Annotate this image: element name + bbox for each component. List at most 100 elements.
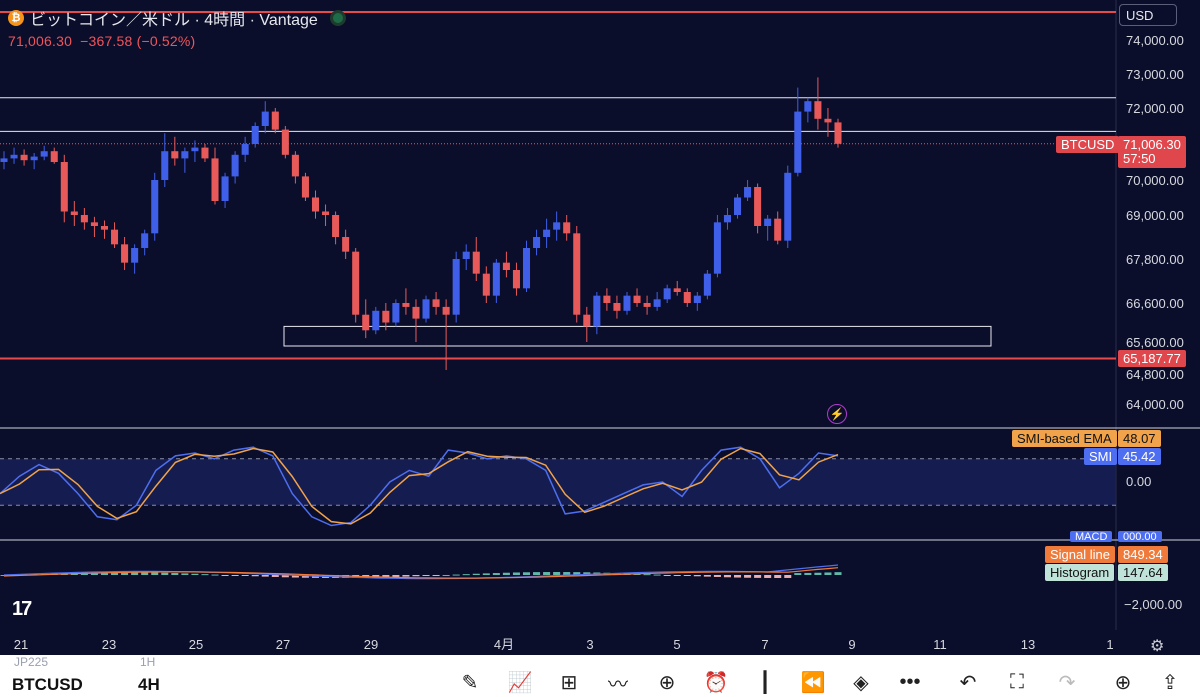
candle-body bbox=[492, 262, 500, 296]
currency-selector[interactable]: USD bbox=[1119, 4, 1177, 26]
undo-icon[interactable]: ↶ bbox=[959, 671, 977, 694]
market-status-icon[interactable] bbox=[329, 10, 346, 26]
candle-body bbox=[563, 222, 571, 234]
candle-body bbox=[613, 303, 621, 311]
candle-body bbox=[151, 180, 159, 234]
histogram-bar bbox=[824, 572, 832, 575]
histogram-bar bbox=[100, 572, 108, 575]
time-tick-label: 25 bbox=[189, 637, 203, 652]
layers-icon[interactable]: ◈ bbox=[853, 671, 869, 694]
time-tick-label: 11 bbox=[933, 637, 947, 652]
redo-icon[interactable]: ↷ bbox=[1058, 671, 1076, 694]
candle-body bbox=[80, 215, 88, 223]
histogram-bar bbox=[221, 575, 229, 576]
timeframe-button[interactable]: 4H bbox=[138, 675, 160, 694]
candle-type-icon[interactable]: ┃ bbox=[758, 671, 772, 694]
candle-body bbox=[804, 101, 812, 112]
histogram-bar bbox=[643, 574, 651, 576]
histogram-bar bbox=[784, 575, 792, 578]
candle-body bbox=[512, 270, 520, 289]
share-icon[interactable]: ⇪ bbox=[1161, 671, 1179, 694]
candle-body bbox=[452, 259, 460, 315]
histogram-bar bbox=[291, 575, 299, 578]
histogram-bar bbox=[131, 572, 139, 575]
histogram-bar bbox=[121, 572, 129, 575]
price-tick-label: 70,000.00 bbox=[1126, 173, 1184, 188]
time-tick-label: 29 bbox=[364, 637, 378, 652]
histogram-bar bbox=[271, 575, 279, 577]
compare-icon[interactable]: 〰 bbox=[608, 673, 628, 696]
histogram-bar bbox=[412, 575, 420, 577]
histogram-bar bbox=[281, 575, 289, 578]
candle-body bbox=[181, 151, 189, 159]
time-tick-label: 13 bbox=[1021, 637, 1035, 652]
histogram-bar bbox=[703, 575, 711, 577]
candle-body bbox=[522, 248, 531, 289]
candle-body bbox=[50, 151, 58, 162]
symbol-button[interactable]: BTCUSD bbox=[12, 675, 83, 694]
chart-title[interactable]: ビットコイン／米ドル · 4時間 · Vantage bbox=[30, 12, 318, 29]
price-tick-label: 64,000.00 bbox=[1126, 397, 1184, 412]
histogram-bar bbox=[422, 575, 430, 576]
more-dots-icon[interactable]: ••• bbox=[899, 670, 921, 693]
candle-body bbox=[754, 187, 762, 226]
fullscreen-icon[interactable]: ⛶ bbox=[1010, 670, 1024, 693]
lightning-icon[interactable]: ⚡ bbox=[827, 404, 847, 424]
histogram-bar bbox=[522, 572, 531, 575]
histogram-bar bbox=[382, 575, 390, 578]
candle-countdown: 57:50 bbox=[1123, 151, 1156, 166]
support-box bbox=[283, 325, 992, 347]
macd-pane bbox=[0, 564, 842, 580]
candle-body bbox=[261, 111, 269, 126]
candle-body bbox=[502, 262, 510, 270]
candle-body bbox=[70, 211, 78, 215]
indicators-icon[interactable]: 📈 bbox=[507, 671, 533, 694]
histogram-bar bbox=[261, 575, 269, 577]
price-axis[interactable]: 74,000.00 73,000.00 72,000.00 70,000.00 69,0… bbox=[1126, 33, 1184, 412]
level-lines bbox=[0, 11, 1116, 360]
candle-body bbox=[834, 122, 842, 144]
histogram-bar bbox=[151, 572, 159, 575]
chart-header[interactable]: ₿ ビットコイン／米ドル · 4時間 · Vantage bbox=[8, 6, 346, 30]
candle-body bbox=[342, 237, 350, 252]
add-plus-icon[interactable]: ⊕ bbox=[658, 671, 676, 694]
candle-body bbox=[231, 154, 239, 177]
candles bbox=[0, 77, 842, 370]
candle-body bbox=[673, 288, 681, 292]
signal-line bbox=[3, 567, 839, 579]
candle-body bbox=[221, 176, 229, 201]
price-tick-label: 69,000.00 bbox=[1126, 208, 1184, 223]
histogram-bar bbox=[744, 575, 752, 578]
settings-gear-icon[interactable]: ⚙ bbox=[1150, 638, 1165, 655]
histogram-bar bbox=[191, 573, 199, 575]
candle-body bbox=[362, 314, 370, 331]
quote-line: 71,006.30 −367.58 (−0.52%) bbox=[8, 33, 203, 49]
candle-body bbox=[211, 158, 219, 201]
layout-grid-icon[interactable]: ⊞ bbox=[560, 671, 578, 694]
candle-body bbox=[764, 218, 772, 226]
candle-body bbox=[0, 158, 8, 162]
candle-body bbox=[603, 295, 611, 303]
time-tick-label: 4月 bbox=[494, 637, 514, 652]
histogram-bar bbox=[161, 572, 169, 575]
time-axis[interactable]: 21 23 25 27 29 4月 3 5 7 9 11 13 1 bbox=[14, 637, 1114, 652]
last-price: 71,006.30 bbox=[8, 33, 73, 49]
candle-body bbox=[543, 229, 551, 237]
candle-body bbox=[311, 197, 320, 212]
alarm-icon[interactable]: ⏰ bbox=[703, 671, 729, 694]
candle-body bbox=[372, 310, 380, 331]
replay-icon[interactable]: ⏪ bbox=[800, 671, 826, 694]
candle-body bbox=[533, 237, 541, 248]
candle-body bbox=[784, 172, 792, 241]
candle-body bbox=[824, 118, 832, 123]
candle-body bbox=[633, 295, 641, 303]
draw-pen-icon[interactable]: ✎ bbox=[461, 671, 479, 694]
signal-line-value: 849.34 bbox=[1118, 546, 1168, 563]
time-tick-label: 5 bbox=[673, 637, 680, 652]
chart-canvas[interactable]: 74,000.00 73,000.00 72,000.00 70,000.00 69,0… bbox=[0, 0, 1200, 655]
candle-body bbox=[191, 147, 199, 152]
histogram-bar bbox=[794, 573, 802, 575]
add-alert-icon[interactable]: ⊕ bbox=[1114, 671, 1132, 694]
smi-label: SMI bbox=[1084, 448, 1118, 465]
candle-body bbox=[703, 273, 711, 296]
